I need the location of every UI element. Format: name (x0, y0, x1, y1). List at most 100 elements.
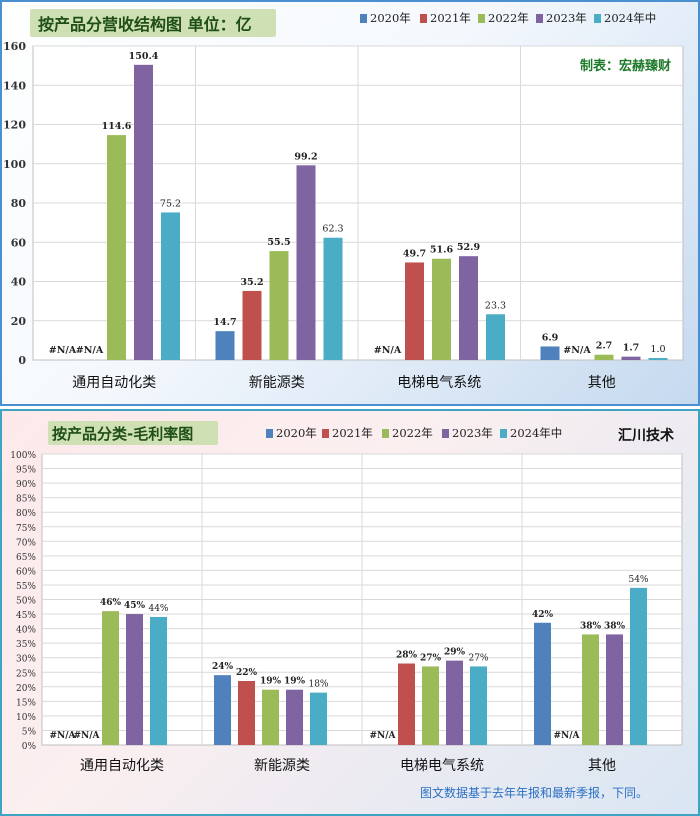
data-label: 54% (628, 575, 648, 585)
bar (422, 666, 439, 745)
data-label-na: #N/A (76, 345, 104, 356)
legend-entry: 2023年 (546, 11, 587, 25)
data-label-na: #N/A (49, 731, 76, 741)
legend-swatch (478, 14, 485, 23)
x-category-label: 电梯电气系统 (400, 758, 484, 774)
bar (648, 358, 668, 360)
legend-entry: 2020年 (370, 11, 411, 25)
data-label: 75.2 (160, 198, 181, 209)
bar (459, 256, 478, 360)
bar (102, 611, 119, 745)
bar (486, 314, 505, 360)
data-label: 38% (604, 621, 626, 631)
data-label: 42% (532, 610, 554, 620)
data-label-na: #N/A (563, 345, 591, 356)
y-tick-label: 45% (16, 611, 36, 621)
legend-entry: 2021年 (430, 11, 471, 25)
data-label: 51.6 (430, 245, 454, 256)
bar (107, 135, 126, 360)
y-tick-label: 80 (11, 197, 27, 210)
data-label: 38% (580, 621, 602, 631)
legend-swatch (322, 429, 329, 438)
bar (286, 689, 303, 745)
bar (161, 212, 180, 360)
data-label: 19% (260, 677, 282, 687)
y-tick-label: 15% (16, 698, 36, 708)
y-tick-label: 55% (16, 582, 36, 592)
chart-title-box (30, 9, 276, 37)
y-tick-label: 160 (3, 40, 26, 53)
y-tick-label: 140 (3, 79, 26, 92)
x-category-label: 通用自动化类 (80, 758, 164, 774)
x-category-label: 新能源类 (249, 375, 305, 391)
y-tick-label: 80% (16, 509, 36, 519)
data-label: 1.0 (650, 344, 665, 355)
bar (296, 165, 316, 360)
data-label: 28% (396, 651, 418, 661)
data-label: 44% (148, 604, 168, 614)
chart-annotation: 汇川技术 (618, 427, 674, 444)
data-label: 150.4 (129, 51, 159, 62)
data-label: 23.3 (485, 300, 506, 311)
bar (621, 356, 641, 360)
data-label: 14.7 (213, 317, 236, 328)
legend-swatch (420, 14, 427, 23)
bar (470, 666, 487, 745)
y-tick-label: 30% (16, 655, 36, 665)
bar (606, 634, 623, 745)
chart-title: 按产品分营收结构图 单位：亿 (38, 15, 252, 34)
y-tick-label: 120 (3, 119, 26, 132)
y-tick-label: 10% (16, 713, 36, 723)
data-label: 1.7 (623, 343, 640, 354)
legend-entry: 2023年 (452, 426, 493, 440)
data-label: 49.7 (403, 248, 426, 259)
bar (126, 614, 143, 745)
y-tick-label: 90% (16, 480, 36, 490)
bar (534, 622, 551, 745)
bar (540, 346, 560, 360)
bar (150, 616, 167, 745)
y-tick-label: 70% (16, 538, 36, 548)
x-category-label: 新能源类 (254, 758, 310, 774)
bar (446, 660, 463, 745)
data-label-na: #N/A (374, 345, 402, 356)
y-tick-label: 85% (16, 495, 36, 505)
y-tick-label: 20% (16, 684, 36, 694)
data-label: 99.2 (294, 151, 317, 162)
y-tick-label: 0 (18, 354, 26, 367)
bar (432, 258, 451, 360)
bar (238, 680, 255, 745)
data-label: 114.6 (102, 121, 132, 132)
legend-entry: 2021年 (332, 426, 373, 440)
data-label-na: #N/A (369, 731, 396, 741)
x-category-label: 其他 (588, 375, 616, 391)
x-category-label: 电梯电气系统 (397, 375, 481, 391)
y-tick-label: 40% (16, 626, 36, 636)
y-tick-label: 65% (16, 553, 36, 563)
bar (269, 251, 289, 360)
legend-swatch (382, 429, 389, 438)
y-tick-label: 50% (16, 597, 36, 607)
data-label: 45% (124, 601, 146, 611)
legend-entry: 2024年中 (510, 426, 562, 440)
x-category-label: 通用自动化类 (72, 375, 156, 391)
bar (594, 354, 614, 360)
y-tick-label: 5% (22, 727, 37, 737)
y-tick-label: 40 (11, 276, 27, 289)
legend-entry: 2024年中 (604, 11, 656, 25)
bar (214, 675, 231, 745)
data-label: 29% (444, 648, 466, 658)
y-tick-label: 20 (11, 315, 27, 328)
data-label: 27% (420, 653, 442, 663)
data-label: 24% (212, 662, 234, 672)
bar (215, 331, 235, 360)
bar (262, 689, 279, 745)
legend-entry: 2022年 (488, 11, 529, 25)
y-tick-label: 100 (3, 158, 26, 171)
legend-swatch (500, 429, 507, 438)
x-category-label: 其他 (588, 758, 616, 774)
data-label: 19% (284, 677, 306, 687)
y-tick-label: 60% (16, 567, 36, 577)
data-label: 46% (100, 598, 122, 608)
legend-swatch (360, 14, 367, 23)
